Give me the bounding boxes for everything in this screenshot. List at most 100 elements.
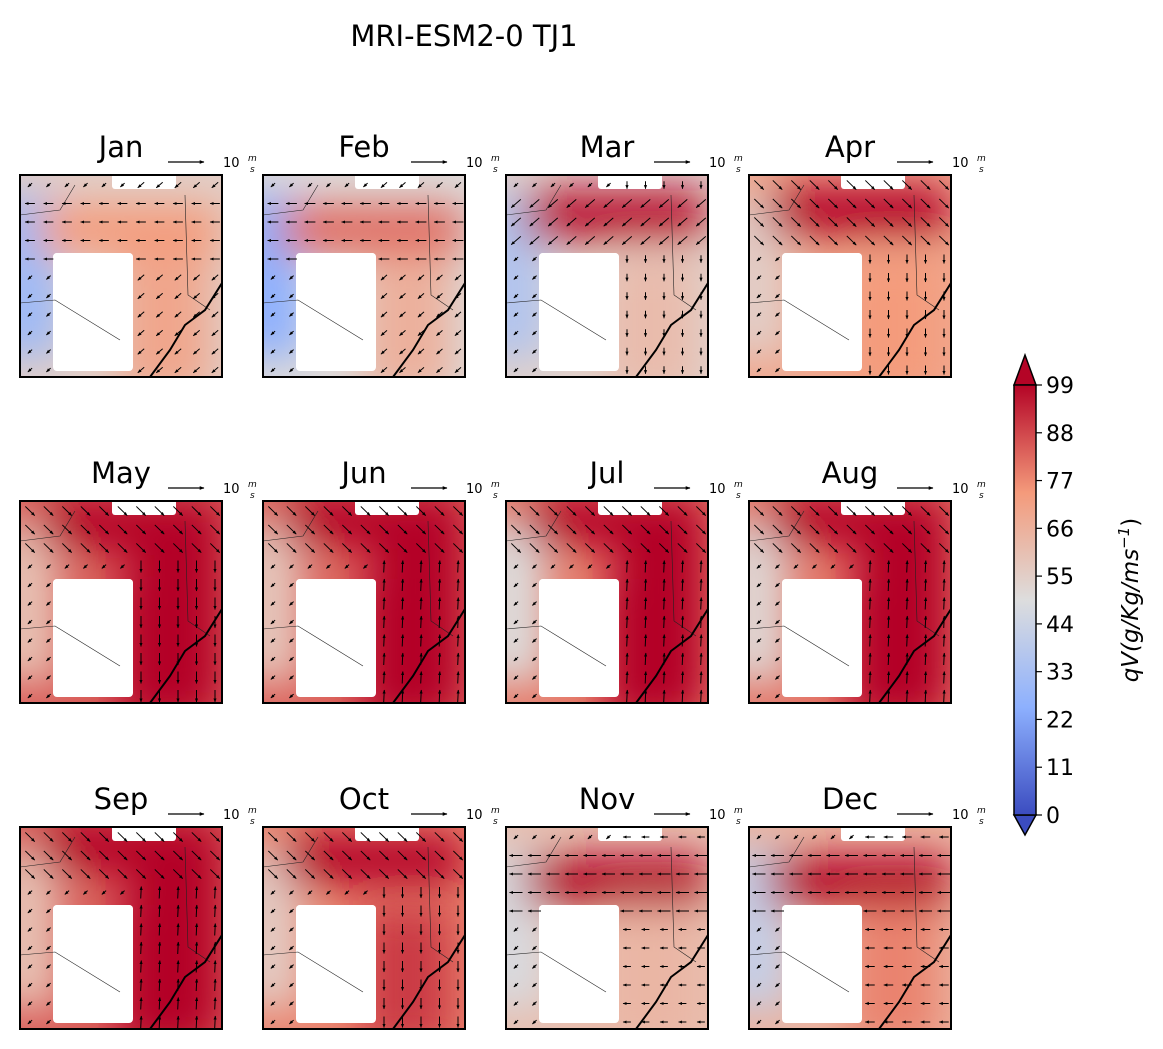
border-lines — [749, 510, 940, 667]
panel-jun: Jun 10 ms — [262, 456, 500, 704]
colorbar-gradient — [1013, 384, 1037, 816]
coastline — [635, 608, 708, 703]
colorbar-extend-min — [1012, 814, 1038, 837]
coastline — [635, 934, 708, 1029]
panel-frame — [262, 500, 466, 704]
quiver-key-den: s — [493, 491, 498, 501]
wind-vectors — [267, 182, 464, 373]
wind-vectors — [510, 506, 707, 703]
coastline — [878, 608, 951, 703]
quiver-key-num: m — [734, 154, 743, 164]
quiver-key-den: s — [979, 817, 984, 827]
coastline — [635, 282, 708, 377]
panel-apr: Apr 10 ms — [748, 130, 986, 378]
wind-vectors — [24, 506, 221, 703]
coastline — [392, 934, 465, 1029]
panel-mar: Mar 10 ms — [505, 130, 743, 378]
quiver-key-num: m — [491, 480, 500, 490]
quiver-key-label: 10 — [223, 482, 240, 497]
quiver-key-label: 10 — [466, 808, 483, 823]
quiver-key-den: s — [250, 491, 255, 501]
mask-north — [598, 501, 662, 515]
quiver-key-num: m — [734, 480, 743, 490]
colorbar-tick-label: 88 — [1046, 422, 1074, 447]
quiver-key-num: m — [248, 806, 257, 816]
coastline — [149, 934, 222, 1029]
border-lines — [506, 510, 697, 667]
quiver-key-label: 10 — [952, 156, 969, 171]
panel-jul: Jul 10 ms — [505, 456, 743, 704]
mask-north — [112, 827, 176, 841]
panel-frame — [505, 174, 709, 378]
mask-north — [355, 827, 419, 841]
quiver-key-den: s — [736, 491, 741, 501]
panel-title: Mar — [580, 130, 635, 164]
panel-frame — [262, 174, 466, 378]
panel-title: Aug — [822, 456, 879, 490]
quiver-key-label: 10 — [223, 156, 240, 171]
colorbar-tick-label: 66 — [1046, 517, 1074, 542]
border-lines — [506, 836, 697, 993]
colorbar: 0 11 22 33 44 55 66 77 88 99 qV(g/Kg/ms−1) — [1012, 352, 1144, 837]
coastline — [878, 934, 951, 1029]
border-lines — [263, 184, 454, 341]
panel-frame — [19, 826, 223, 1030]
panel-frame — [505, 500, 709, 704]
quiver-key-num: m — [977, 806, 986, 816]
wind-vectors — [510, 181, 707, 375]
panel-title: Feb — [338, 130, 389, 164]
panel-frame — [748, 826, 952, 1030]
mask-north — [841, 175, 905, 189]
border-lines — [749, 184, 940, 341]
panel-frame — [748, 174, 952, 378]
coastline — [149, 282, 222, 377]
mask-north — [355, 501, 419, 515]
wind-vectors — [267, 506, 464, 703]
quiver-key-num: m — [734, 806, 743, 816]
border-lines — [749, 836, 940, 993]
border-lines — [263, 836, 454, 993]
quiver-key-den: s — [736, 817, 741, 827]
quiver-key-num: m — [248, 480, 257, 490]
border-lines — [20, 510, 211, 667]
quiver-key-label: 10 — [466, 156, 483, 171]
quiver-key-label: 10 — [952, 808, 969, 823]
quiver-key-den: s — [979, 491, 984, 501]
colorbar-label: qV(g/Kg/ms−1) — [1115, 518, 1144, 683]
panel-may: May 10 ms — [19, 456, 257, 704]
quiver-key-den: s — [493, 817, 498, 827]
wind-vectors — [753, 506, 950, 703]
panel-frame — [19, 174, 223, 378]
panel-title: Sep — [94, 782, 149, 816]
colorbar-tick-label: 0 — [1046, 804, 1060, 829]
panel-frame — [505, 826, 709, 1030]
figure-title: MRI-ESM2-0 TJ1 — [350, 19, 577, 53]
quiver-key-label: 10 — [709, 482, 726, 497]
panel-title: Oct — [339, 782, 389, 816]
panel-feb: Feb 10 ms — [262, 130, 500, 378]
wind-vectors — [509, 834, 708, 1025]
quiver-key-label: 10 — [223, 808, 240, 823]
wind-vectors — [753, 180, 950, 375]
panel-title: Dec — [822, 782, 878, 816]
colorbar-tick-label: 11 — [1046, 756, 1074, 781]
quiver-key-label: 10 — [709, 156, 726, 171]
panel-oct: Oct 10 ms — [262, 782, 500, 1030]
wind-vectors — [752, 834, 951, 1025]
quiver-key-label: 10 — [466, 482, 483, 497]
border-lines — [263, 510, 454, 667]
quiver-key-num: m — [491, 154, 500, 164]
panel-title: Apr — [825, 130, 875, 164]
mask-north — [841, 501, 905, 515]
quiver-key-den: s — [493, 165, 498, 175]
coastline — [878, 282, 951, 377]
colorbar-tick-label: 22 — [1046, 708, 1074, 733]
quiver-key-num: m — [977, 154, 986, 164]
quiver-key-den: s — [736, 165, 741, 175]
quiver-key-den: s — [979, 165, 984, 175]
coastline — [392, 608, 465, 703]
quiver-key-num: m — [248, 154, 257, 164]
quiver-key-label: 10 — [952, 482, 969, 497]
